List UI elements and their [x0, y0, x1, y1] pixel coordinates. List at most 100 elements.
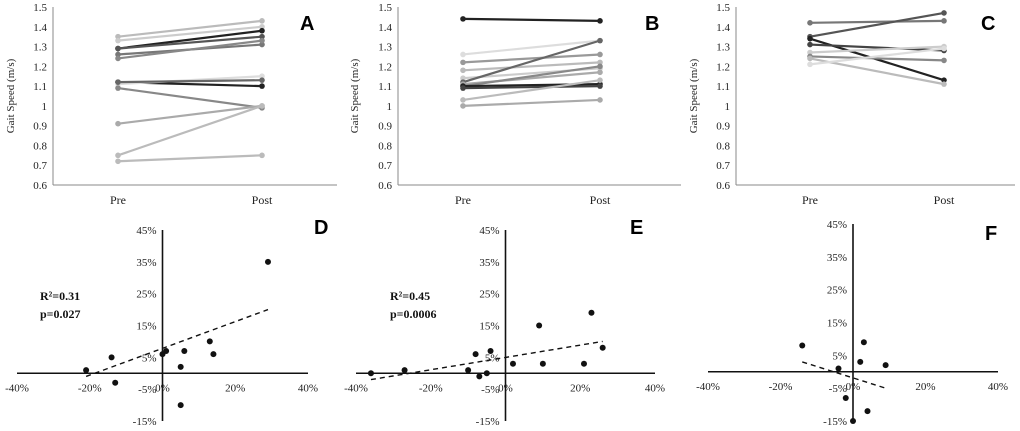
- y-tick-label: 0.6: [716, 180, 730, 192]
- y-tick-label: 1.3: [33, 42, 47, 54]
- series-segment: [117, 19, 263, 38]
- data-point-pre: [115, 55, 121, 62]
- y-tick-label: 45%: [136, 225, 156, 237]
- scatter-point: [177, 363, 184, 370]
- y-tick-label: -15%: [133, 416, 157, 428]
- series-line: [460, 37, 603, 58]
- series-line: [460, 59, 603, 74]
- series-line: [460, 83, 603, 91]
- data-point-post: [597, 63, 603, 70]
- x-category-label: Pre: [110, 193, 126, 207]
- data-point-post: [597, 59, 603, 66]
- scatter-point: [580, 360, 587, 367]
- series-segment: [462, 61, 601, 72]
- scatter-point: [857, 358, 864, 365]
- trendline: [802, 361, 886, 389]
- trendline: [370, 340, 603, 381]
- data-point-post: [259, 37, 265, 44]
- x-category-label: Pre: [455, 193, 471, 207]
- p-value-label: p=0.0006: [390, 307, 437, 321]
- y-tick-label: 0.7: [378, 160, 392, 172]
- panel-e: -40% -20% 0% 20% 40% -15% -5% 5% 15% 25% 35% 45% R²=…: [344, 217, 665, 428]
- data-point-post: [259, 23, 265, 30]
- y-tick-label: 1.5: [716, 2, 730, 14]
- panel-d: -40% -20% 0% 20% 40% -15% -5% 5% 15% 25% 35% 45% R²=…: [5, 217, 328, 428]
- data-point-pre: [807, 35, 813, 42]
- data-point-pre: [460, 85, 466, 91]
- scatter-point: [588, 309, 595, 316]
- x-tick-label: 40%: [298, 382, 318, 394]
- y-tick-label: 1.5: [378, 2, 392, 14]
- data-point-pre: [115, 120, 121, 127]
- data-point-post: [597, 77, 603, 83]
- data-point-post: [259, 33, 265, 40]
- series-segment: [117, 104, 263, 125]
- y-tick-label: 0.7: [33, 160, 47, 172]
- x-tick-label: 40%: [645, 382, 665, 394]
- y-tick-label: 1.3: [716, 42, 730, 54]
- data-point-pre: [115, 85, 121, 91]
- y-tick-label: 5%: [142, 352, 157, 364]
- x-tick-label: -40%: [5, 382, 29, 394]
- series-line: [807, 18, 947, 26]
- y-tick-label: 0.6: [378, 180, 392, 192]
- data-point-pre: [807, 49, 813, 56]
- data-point-pre: [115, 45, 121, 52]
- scatter-point: [509, 360, 516, 367]
- y-tick-label: 1.5: [33, 2, 47, 14]
- panel-b: 0.6 0.7 0.8 0.9 1 1.1 1.2 1.3 1.4 1.5 Pre Post Gait …: [349, 2, 681, 207]
- y-tick-label: 1.2: [716, 61, 730, 73]
- scatter-point: [882, 362, 889, 369]
- panel-letter: E: [630, 217, 643, 239]
- series-line: [807, 10, 947, 40]
- series-line: [807, 45, 947, 68]
- series-segment: [462, 53, 601, 64]
- r-squared-label: R²=0.45: [390, 289, 430, 303]
- x-tick-label: 40%: [988, 381, 1008, 393]
- data-point-post: [597, 69, 603, 76]
- y-tick-label: 1: [42, 101, 48, 113]
- data-point-post: [259, 73, 265, 80]
- x-category-label: Post: [934, 193, 955, 207]
- series-segment: [462, 39, 601, 84]
- x-category-label: Post: [590, 193, 611, 207]
- data-point-pre: [807, 55, 813, 62]
- y-tick-label: -15%: [823, 416, 847, 428]
- y-tick-label: 35%: [136, 257, 156, 269]
- series-line: [115, 23, 265, 44]
- scatter-point: [536, 322, 543, 329]
- panel-c: 0.6 0.7 0.8 0.9 1 1.1 1.2 1.3 1.4 1.5 Pre Post Gait …: [688, 2, 1015, 207]
- x-tick-label: -40%: [696, 381, 720, 393]
- panel-letter: A: [300, 13, 314, 35]
- scatter-point: [835, 365, 842, 372]
- series-line: [460, 51, 603, 66]
- y-tick-label: 0.8: [716, 140, 730, 152]
- data-point-pre: [115, 158, 121, 165]
- y-tick-label: 1.4: [378, 22, 392, 34]
- y-tick-label: 1.3: [378, 42, 392, 54]
- series-line: [115, 103, 265, 159]
- data-point-post: [259, 83, 265, 89]
- series-line: [115, 77, 265, 85]
- series-segment: [462, 79, 601, 102]
- data-point-post: [941, 57, 947, 64]
- series-line: [115, 37, 265, 62]
- y-tick-label: 5%: [832, 350, 847, 362]
- data-point-pre: [460, 67, 466, 74]
- data-point-post: [259, 27, 265, 34]
- y-tick-label: -15%: [476, 416, 500, 428]
- panel-a: 0.6 0.7 0.8 0.9 1 1.1 1.2 1.3 1.4 1.5 Pre Post Gait …: [5, 2, 337, 207]
- y-tick-label: 0.7: [716, 160, 730, 172]
- x-tick-label: -20%: [78, 382, 102, 394]
- y-axis-label: Gait Speed (m/s): [349, 58, 361, 133]
- data-point-pre: [460, 16, 466, 22]
- series-line: [460, 77, 603, 103]
- p-value-label: p=0.027: [40, 307, 81, 321]
- series-line: [115, 152, 265, 165]
- panel-letter: B: [645, 13, 659, 35]
- y-axis-label: Gait Speed (m/s): [688, 58, 700, 133]
- series-segment: [462, 98, 601, 107]
- r-squared-label: R²=0.31: [40, 289, 80, 303]
- scatter-point: [83, 367, 90, 374]
